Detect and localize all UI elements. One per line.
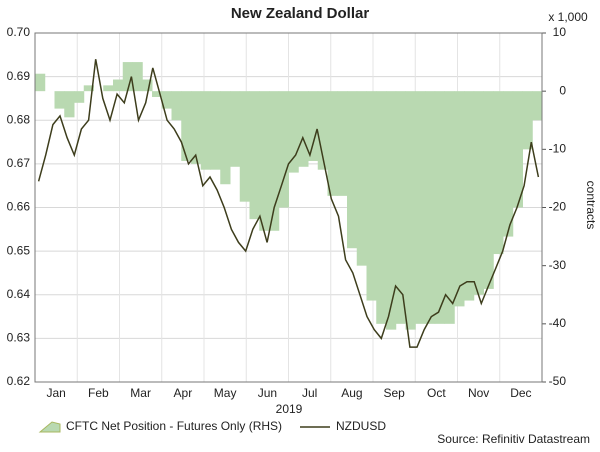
- area-step: [395, 91, 406, 324]
- legend-swatch: [38, 421, 61, 433]
- area-step: [142, 79, 153, 92]
- area-step: [161, 91, 172, 109]
- y2-tick-label: 10: [553, 25, 567, 39]
- y2-tick-label: 0: [559, 83, 566, 97]
- area-step: [512, 91, 523, 208]
- y-tick-label: 0.64: [7, 287, 31, 301]
- x-tick-label: Dec: [510, 386, 531, 400]
- area-step: [122, 62, 133, 92]
- area-step: [269, 91, 280, 231]
- area-step: [464, 91, 475, 301]
- area-step: [200, 91, 211, 170]
- area-step: [171, 91, 182, 121]
- area-step: [337, 91, 348, 196]
- plot-border: [34, 32, 543, 383]
- x-tick-label: Aug: [341, 386, 362, 400]
- source: Source: Refinitiv Datastream: [437, 432, 590, 446]
- area-step: [493, 91, 504, 255]
- area-step: [415, 91, 426, 324]
- area-step: [152, 91, 163, 97]
- area-step: [278, 91, 289, 208]
- area-step: [522, 91, 533, 150]
- x-tick-label: Jun: [258, 386, 277, 400]
- area-step: [317, 91, 328, 170]
- area-step: [434, 91, 445, 324]
- x-axis-label: 2019: [276, 402, 303, 416]
- area-step: [356, 91, 367, 266]
- y2-tick-label: -30: [549, 258, 567, 272]
- y2-tick-label: -40: [549, 316, 567, 330]
- area-step: [230, 91, 241, 167]
- area-step: [64, 91, 75, 118]
- area-step: [376, 91, 387, 324]
- y2-tick-label: -50: [549, 374, 567, 388]
- y-tick-label: 0.69: [7, 69, 31, 83]
- x-tick-label: May: [214, 386, 237, 400]
- area-step: [405, 91, 416, 330]
- area-step: [473, 91, 484, 295]
- y-tick-label: 0.63: [7, 331, 31, 345]
- area-step: [83, 85, 94, 92]
- y-tick-label: 0.68: [7, 112, 31, 126]
- area-step: [288, 91, 299, 173]
- y-tick-label: 0.66: [7, 200, 31, 214]
- area-step: [74, 91, 85, 103]
- area-step: [249, 91, 260, 220]
- y2-axis-label: contracts: [584, 181, 598, 230]
- line: [37, 59, 540, 348]
- area-step: [386, 91, 397, 330]
- x-tick-label: Nov: [468, 386, 489, 400]
- area-step: [259, 91, 270, 231]
- y2-tick-label: -10: [549, 142, 567, 156]
- area-step: [483, 91, 494, 289]
- area-step: [191, 91, 202, 164]
- area-step: [503, 91, 514, 237]
- x-tick-label: Jul: [302, 386, 317, 400]
- chart-title: New Zealand Dollar: [231, 5, 370, 22]
- legend-label: CFTC Net Position - Futures Only (RHS): [66, 419, 282, 433]
- area-step: [327, 91, 338, 196]
- area-step: [444, 91, 455, 324]
- area-step: [54, 91, 65, 109]
- legend-label: NZDUSD: [336, 419, 386, 433]
- y2-unit: x 1,000: [548, 10, 588, 24]
- area-step: [132, 62, 143, 92]
- y-tick-label: 0.70: [7, 25, 31, 39]
- x-tick-label: Jan: [46, 386, 65, 400]
- area-step: [239, 91, 250, 202]
- x-tick-label: Feb: [88, 386, 109, 400]
- area-step: [210, 91, 221, 170]
- area-step: [220, 91, 231, 185]
- area-step: [532, 91, 543, 121]
- area-step: [113, 79, 124, 92]
- x-tick-label: Apr: [174, 386, 193, 400]
- y-tick-label: 0.67: [7, 156, 31, 170]
- y-tick-label: 0.62: [7, 374, 31, 388]
- y2-tick-label: -20: [549, 200, 567, 214]
- x-tick-label: Oct: [427, 386, 446, 400]
- area-step: [454, 91, 465, 307]
- area-step: [366, 91, 377, 301]
- area-step: [298, 91, 309, 167]
- x-tick-label: Mar: [130, 386, 151, 400]
- x-tick-label: Sep: [383, 386, 405, 400]
- area-step: [347, 91, 358, 249]
- area-step: [181, 91, 192, 161]
- area-step: [308, 91, 319, 161]
- area-step: [103, 85, 114, 92]
- area-step: [35, 73, 46, 92]
- y-tick-label: 0.65: [7, 243, 31, 257]
- area-step: [425, 91, 436, 324]
